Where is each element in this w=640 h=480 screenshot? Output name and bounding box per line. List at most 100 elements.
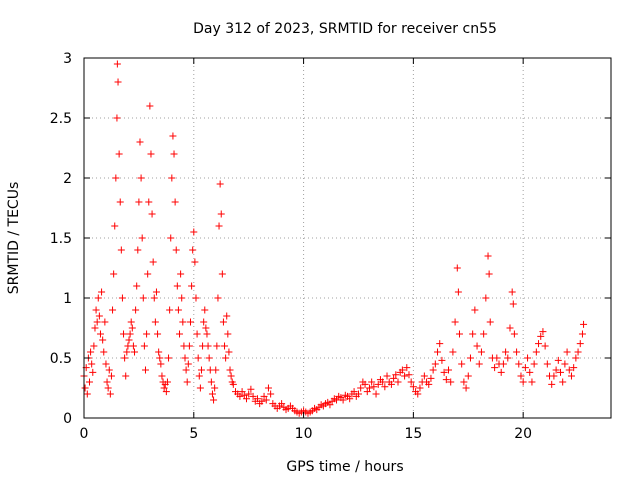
data-point: [392, 371, 400, 379]
data-point: [203, 330, 211, 338]
data-point: [195, 372, 203, 380]
data-point: [431, 360, 439, 368]
data-point: [466, 354, 474, 362]
data-point: [99, 336, 107, 344]
data-point: [193, 330, 201, 338]
data-point: [401, 372, 409, 380]
data-point: [109, 306, 117, 314]
data-point: [172, 246, 180, 254]
data-point: [464, 372, 472, 380]
data-point: [576, 340, 584, 348]
data-point: [213, 342, 221, 350]
data-point: [156, 354, 164, 362]
data-point: [561, 360, 569, 368]
data-point: [543, 360, 551, 368]
data-point: [346, 395, 354, 403]
data-point: [506, 324, 514, 332]
data-point: [102, 360, 110, 368]
data-point: [370, 383, 378, 391]
chart-title: Day 312 of 2023, SRMTID for receiver cn5…: [193, 21, 497, 37]
data-point: [374, 380, 382, 388]
data-point: [278, 400, 286, 408]
data-point: [184, 360, 192, 368]
data-point: [449, 348, 457, 356]
data-point: [121, 354, 129, 362]
data-point: [365, 384, 373, 392]
data-point: [144, 270, 152, 278]
data-point: [155, 348, 163, 356]
data-point: [258, 397, 266, 405]
data-point: [194, 354, 202, 362]
data-point: [471, 306, 479, 314]
data-point: [440, 368, 448, 376]
data-point: [112, 174, 120, 182]
data-point: [170, 150, 178, 158]
data-point: [114, 78, 122, 86]
data-point: [264, 384, 272, 392]
data-point: [200, 318, 208, 326]
data-point: [139, 294, 147, 302]
x-tick-label: 15: [404, 426, 422, 442]
data-point: [226, 366, 234, 374]
data-point: [354, 390, 362, 398]
data-point: [146, 102, 154, 110]
data-point: [383, 372, 391, 380]
data-point: [138, 234, 146, 242]
data-point: [96, 330, 104, 338]
data-point: [530, 360, 538, 368]
data-point: [253, 395, 261, 403]
data-point: [563, 348, 571, 356]
data-point: [580, 320, 588, 328]
y-tick-label: 0.5: [50, 351, 72, 367]
data-point: [532, 348, 540, 356]
data-point: [414, 390, 422, 398]
data-point: [451, 318, 459, 326]
data-point: [133, 282, 141, 290]
data-point: [186, 318, 194, 326]
data-point: [229, 380, 237, 388]
data-point: [126, 330, 134, 338]
data-point: [201, 306, 209, 314]
data-point: [168, 174, 176, 182]
data-point: [143, 330, 151, 338]
data-point: [434, 348, 442, 356]
data-point: [513, 348, 521, 356]
y-axis-ticks: 0 0.5 1 1.5 2 2.5 3: [50, 51, 611, 427]
data-point: [93, 318, 101, 326]
data-point: [526, 368, 534, 376]
y-tick-label: 0: [63, 411, 72, 427]
data-point: [103, 378, 111, 386]
data-point: [169, 132, 177, 140]
data-point: [181, 354, 189, 362]
data-point: [81, 384, 89, 392]
data-point: [145, 198, 153, 206]
data-point: [541, 342, 549, 350]
x-axis-label: GPS time / hours: [286, 459, 403, 475]
data-point: [493, 354, 501, 362]
data-point: [485, 270, 493, 278]
data-point: [183, 378, 191, 386]
data-point: [204, 342, 212, 350]
data-point: [502, 348, 510, 356]
data-point: [151, 318, 159, 326]
data-point: [125, 336, 133, 344]
data-point: [85, 378, 93, 386]
data-point: [447, 378, 455, 386]
data-point: [387, 380, 395, 388]
data-point: [429, 366, 437, 374]
data-point: [528, 378, 536, 386]
data-point: [361, 380, 369, 388]
y-tick-label: 1.5: [50, 231, 72, 247]
data-point: [480, 330, 488, 338]
data-point: [136, 138, 144, 146]
data-point: [499, 360, 507, 368]
data-point: [438, 356, 446, 364]
data-point: [83, 390, 91, 398]
data-point: [556, 368, 564, 376]
data-point: [188, 282, 196, 290]
y-axis-label: SRMTID / TECUs: [6, 182, 22, 295]
data-point: [221, 342, 229, 350]
data-point: [118, 294, 126, 302]
data-point: [222, 354, 230, 362]
